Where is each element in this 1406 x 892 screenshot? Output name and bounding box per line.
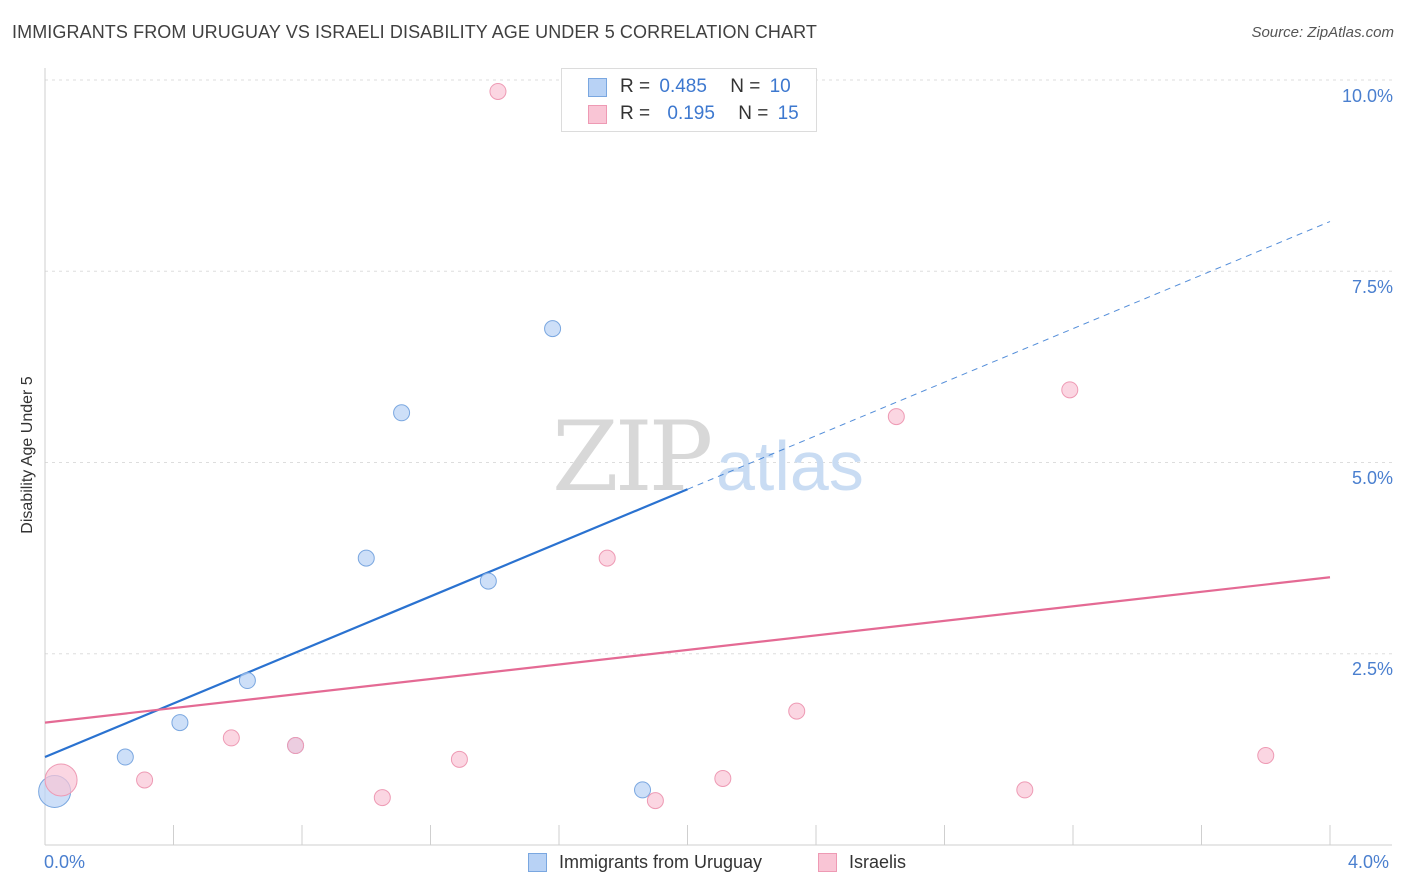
point-uruguay <box>393 404 411 422</box>
correlation-legend: R = 0.485 N = 10 R = 0.195 N = 15 <box>561 68 817 132</box>
point-uruguay <box>479 572 497 590</box>
x-tick-label-max: 4.0% <box>1348 852 1390 872</box>
y-tick-label-10.0: 10.0% <box>1341 86 1393 106</box>
point-israelis <box>887 408 905 426</box>
watermark-atlas: atlas <box>716 427 864 505</box>
trend-line-uruguay <box>44 488 688 759</box>
axes <box>44 68 1392 846</box>
n-value: 10 <box>769 76 791 97</box>
point-israelis <box>287 737 305 755</box>
point-israelis <box>44 763 78 797</box>
n-value: 15 <box>777 103 799 124</box>
r-value: 0.485 <box>659 76 707 97</box>
trend-line-uruguay-extension <box>687 221 1331 490</box>
point-israelis <box>136 771 154 789</box>
legend-swatch-pink <box>818 853 837 872</box>
point-israelis <box>598 549 616 567</box>
point-uruguay <box>238 672 256 690</box>
n-label: N = <box>738 103 769 124</box>
legend-text: R = 0.195 N = 15 <box>620 103 799 125</box>
point-uruguay <box>544 320 562 338</box>
y-tick-label-5.0: 5.0% <box>1351 468 1393 488</box>
chart-title: IMMIGRANTS FROM URUGUAY VS ISRAELI DISAB… <box>12 22 817 42</box>
r-label: R = <box>620 76 651 97</box>
legend-label: Israelis <box>849 852 907 872</box>
point-israelis <box>489 82 507 100</box>
n-label: N = <box>730 76 761 97</box>
grid-lines <box>45 79 1392 655</box>
watermark: ZIP atlas <box>552 401 864 513</box>
y-tick-label-2.5: 2.5% <box>1351 659 1393 679</box>
point-uruguay <box>116 748 134 766</box>
point-uruguay <box>357 549 375 567</box>
point-israelis <box>1257 746 1275 764</box>
point-israelis <box>646 792 664 810</box>
watermark-zip: ZIP <box>552 401 711 513</box>
point-israelis <box>1016 781 1034 799</box>
point-uruguay <box>171 714 189 732</box>
point-israelis <box>222 729 240 747</box>
legend-item-israelis: Israelis <box>818 852 906 873</box>
y-tick-label-7.5: 7.5% <box>1351 277 1393 297</box>
point-israelis <box>450 750 468 768</box>
r-label: R = <box>620 103 651 124</box>
r-value: 0.195 <box>667 103 715 124</box>
trend-line-israelis <box>44 576 1331 724</box>
legend-label: Immigrants from Uruguay <box>559 852 763 872</box>
legend-text: R = 0.485 N = 10 <box>620 76 791 98</box>
legend-swatch-blue <box>528 853 547 872</box>
legend-item-uruguay: Immigrants from Uruguay <box>528 852 762 873</box>
point-israelis <box>714 769 732 787</box>
series-legend: Immigrants from Uruguay Israelis <box>0 852 1406 876</box>
point-israelis <box>1061 381 1079 399</box>
point-israelis <box>373 789 391 807</box>
source-label: Source: ZipAtlas.com <box>1251 24 1394 41</box>
legend-swatch-blue <box>588 77 607 97</box>
x-tick-label-min: 0.0% <box>44 852 86 872</box>
point-uruguay <box>634 781 652 799</box>
legend-swatch-pink <box>588 104 607 124</box>
trend-lines <box>44 221 1331 759</box>
point-israelis <box>788 702 806 720</box>
data-points <box>38 82 1275 810</box>
